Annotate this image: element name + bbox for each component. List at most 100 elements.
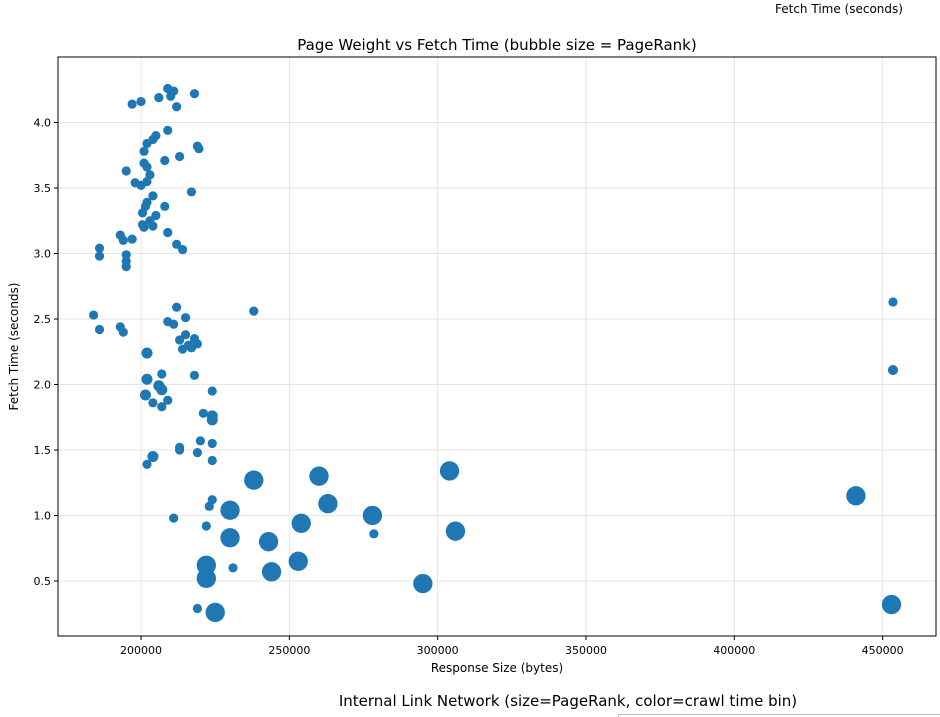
scatter-point xyxy=(177,344,188,354)
scatter-point xyxy=(887,365,899,376)
network-chart-title: Internal Link Network (size=PageRank, co… xyxy=(338,692,798,710)
scatter-point xyxy=(142,162,152,172)
scatter-point xyxy=(172,302,182,312)
scatter-point xyxy=(151,210,161,221)
scatter-point xyxy=(258,532,279,552)
scatter-point xyxy=(118,235,128,245)
x-tick-label: 300000 xyxy=(417,644,459,657)
scatter-point xyxy=(881,594,902,615)
scatter-point xyxy=(88,310,99,320)
scatter-point xyxy=(445,521,466,541)
scatter-point xyxy=(127,234,137,244)
scatter-point xyxy=(192,603,203,614)
y-axis-label: Fetch Time (seconds) xyxy=(7,283,21,411)
scatter-point xyxy=(160,201,170,211)
scatter-point xyxy=(362,505,383,526)
x-axis-ticks: 200000 250000 300000 350000 400000 450000 xyxy=(120,636,904,657)
scatter-point xyxy=(141,347,153,359)
scatter-point xyxy=(127,99,137,109)
scatter-point xyxy=(201,521,211,531)
scatter-point xyxy=(369,529,379,539)
scatter-point xyxy=(157,402,167,412)
data-points xyxy=(88,83,902,623)
scatter-point xyxy=(244,470,264,490)
scatter-point xyxy=(139,389,152,401)
scatter-point xyxy=(148,221,158,231)
scatter-point xyxy=(94,324,105,335)
scatter-point xyxy=(154,93,164,103)
scatter-point xyxy=(175,151,185,162)
scatter-point xyxy=(220,528,240,548)
scatter-point xyxy=(413,573,433,594)
scatter-point xyxy=(318,494,338,514)
scatter-point xyxy=(147,451,159,463)
scatter-point xyxy=(151,130,161,141)
scatter-point xyxy=(148,191,158,201)
scatter-point xyxy=(160,155,170,166)
scatter-point xyxy=(180,330,191,340)
scatter-point xyxy=(439,461,460,481)
scatter-point xyxy=(846,486,866,506)
y-tick-label: 1.5 xyxy=(34,444,52,457)
scatter-point xyxy=(177,244,188,255)
y-tick-label: 0.5 xyxy=(34,575,52,588)
scatter-point xyxy=(175,335,185,345)
scatter-point xyxy=(142,176,152,187)
scatter-point xyxy=(137,208,148,218)
x-tick-label: 450000 xyxy=(862,644,904,657)
scatter-point xyxy=(186,343,197,353)
scatter-point xyxy=(169,86,179,96)
scatter-point xyxy=(169,513,179,523)
scatter-point xyxy=(94,243,105,253)
scatter-point xyxy=(156,384,168,396)
scatter-point xyxy=(139,146,149,156)
y-tick-label: 3.0 xyxy=(34,247,52,260)
y-tick-label: 4.0 xyxy=(34,116,52,129)
scatter-point xyxy=(172,239,182,249)
x-tick-label: 400000 xyxy=(713,644,755,657)
y-tick-label: 2.0 xyxy=(34,378,52,391)
plot-frame xyxy=(57,56,937,637)
scatter-point xyxy=(261,562,282,582)
x-tick-label: 250000 xyxy=(268,644,310,657)
scatter-point xyxy=(186,187,197,197)
scatter-point xyxy=(163,395,173,405)
y-tick-label: 2.5 xyxy=(34,313,52,326)
scatter-point xyxy=(205,602,225,623)
chart-title: Page Weight vs Fetch Time (bubble size =… xyxy=(297,36,696,54)
scatter-point xyxy=(121,250,131,260)
scatter-point xyxy=(309,466,329,486)
scatter-point xyxy=(189,370,200,380)
scatter-point xyxy=(228,563,238,573)
scatter-point xyxy=(196,568,216,589)
scatter-point xyxy=(163,125,173,135)
scatter-point xyxy=(198,408,208,418)
scatter-point xyxy=(142,459,152,469)
scatter-point xyxy=(141,373,153,385)
y-axis-ticks: 0.5 1.0 1.5 2.0 2.5 3.0 3.5 4.0 xyxy=(34,116,58,588)
grid-lines xyxy=(58,57,936,636)
scatter-point xyxy=(207,386,217,396)
scatter-point xyxy=(194,144,204,154)
scatter-point xyxy=(220,500,240,520)
scatter-point xyxy=(291,513,311,534)
scatter-point xyxy=(136,96,146,107)
scatter-point xyxy=(204,501,214,511)
x-tick-label: 350000 xyxy=(565,644,607,657)
scatter-point xyxy=(139,222,149,232)
x-axis-label: Response Size (bytes) xyxy=(431,661,563,675)
scatter-point xyxy=(207,455,217,466)
scatter-point xyxy=(157,369,167,379)
scatter-point xyxy=(169,319,179,329)
x-tick-label: 200000 xyxy=(120,644,162,657)
scatter-point xyxy=(148,398,158,408)
scatter-point xyxy=(180,313,191,323)
scatter-point xyxy=(192,448,203,458)
y-tick-label: 3.5 xyxy=(34,182,52,195)
scatter-point xyxy=(288,551,308,571)
scatter-point xyxy=(206,414,218,426)
scatter-point xyxy=(207,438,217,449)
top-caption: Fetch Time (seconds) xyxy=(775,2,903,16)
scatter-point xyxy=(189,89,200,99)
scatter-chart: 200000 250000 300000 350000 400000 450000 0.5… xyxy=(7,36,937,675)
